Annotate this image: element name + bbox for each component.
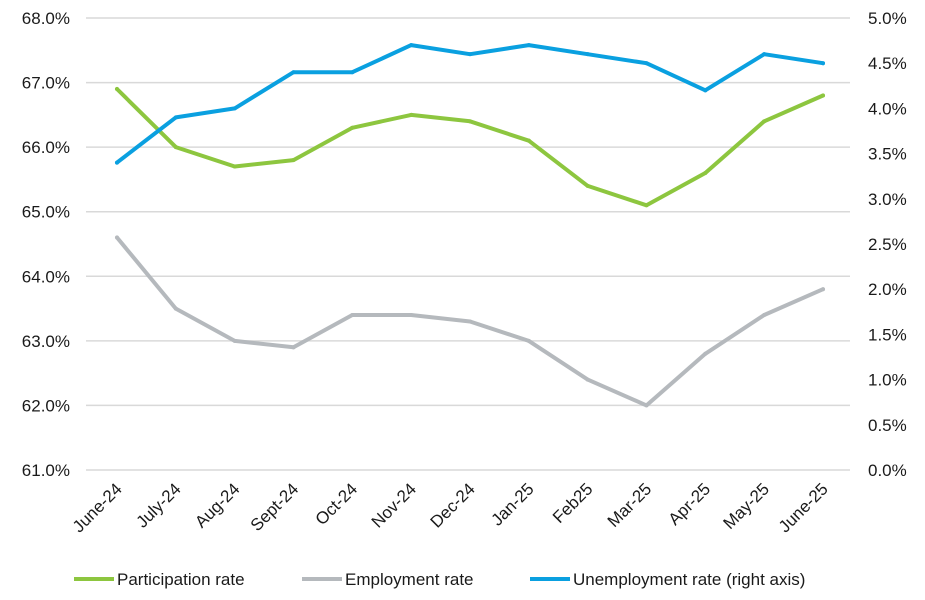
data-point [115,87,119,92]
legend-label: Employment rate [345,570,474,589]
data-point [173,145,178,150]
left-axis-tick-label: 61.0% [22,461,70,480]
right-axis-tick-label: 5.0% [868,9,907,28]
data-point [291,345,296,350]
data-point [409,43,414,48]
left-axis-tick-label: 68.0% [22,9,70,28]
data-point [173,115,178,120]
data-point [762,52,767,57]
data-point [821,287,825,292]
x-axis-tick-label: May-25 [719,479,773,533]
right-axis-tick-label: 1.0% [868,371,907,390]
data-point [115,160,119,165]
data-point [115,235,119,240]
data-point [409,112,414,117]
right-axis-tick-label: 0.5% [868,416,907,435]
data-point [350,313,355,318]
legend-label: Unemployment rate (right axis) [573,570,805,589]
data-point [291,70,296,75]
gridlines [86,17,850,471]
x-axis-ticks: June-24 July-24 Aug-24 Sept-24 Oct-24 Nov-24 D… [69,479,832,536]
right-axis-ticks: 0.0% 0.5% 1.0% 1.5% 2.0% 2.5% 3.0% 3.5% 4.0% 4.5%… [868,9,907,480]
data-point [291,158,296,163]
left-axis-tick-label: 65.0% [22,203,70,222]
left-axis-tick-label: 67.0% [22,74,70,93]
data-point [585,52,590,57]
data-point [644,203,649,208]
data-point [468,119,472,124]
data-point [350,70,355,75]
data-point [821,61,825,66]
right-axis-tick-label: 4.5% [868,54,907,73]
series-lines [115,43,825,408]
data-point [232,338,237,343]
x-axis-tick-label: July-24 [132,479,184,531]
data-point [526,338,531,343]
legend: Participation rate Employment rate Unemplo… [74,570,805,589]
data-point [173,306,178,311]
data-point [644,403,649,408]
right-axis-tick-label: 3.5% [868,145,907,164]
data-point [762,313,767,318]
right-axis-tick-label: 2.5% [868,235,907,254]
x-axis-tick-label: Sept-24 [247,479,303,535]
data-point [232,164,237,169]
legend-label: Participation rate [117,570,245,589]
data-point [585,183,590,188]
data-point [644,61,649,66]
right-axis-tick-label: 1.5% [868,325,907,344]
x-axis-tick-label: June-24 [69,479,126,536]
left-axis-ticks: 61.0% 62.0% 63.0% 64.0% 65.0% 66.0% 67.0% 68.0% [22,9,70,480]
x-axis-tick-label: Dec-24 [427,479,479,531]
data-point [703,351,708,356]
x-axis-tick-label: June-25 [775,479,832,536]
data-point [350,125,355,130]
right-axis-tick-label: 3.0% [868,190,907,209]
left-axis-tick-label: 62.0% [22,396,70,415]
data-point [762,119,767,124]
left-axis-tick-label: 66.0% [22,138,70,157]
data-point [526,138,531,143]
data-point [232,106,237,111]
series-line-3 [115,43,825,165]
data-point [703,88,708,93]
data-point [821,93,825,98]
data-point [468,319,472,324]
data-point [526,43,531,48]
x-axis-tick-label: Nov-24 [368,479,420,531]
x-axis-tick-label: Mar-25 [604,479,656,531]
right-axis-tick-label: 0.0% [868,461,907,480]
x-axis-tick-label: Aug-24 [191,479,243,531]
left-axis-tick-label: 63.0% [22,332,70,351]
data-point [468,52,472,57]
right-axis-tick-label: 2.0% [868,280,907,299]
x-axis-tick-label: Apr-25 [665,479,715,529]
data-point [585,377,590,382]
right-axis-tick-label: 4.0% [868,99,907,118]
x-axis-tick-label: Feb25 [549,479,597,527]
data-point [409,313,414,318]
left-axis-tick-label: 64.0% [22,267,70,286]
x-axis-tick-label: Jan-25 [487,479,537,529]
x-axis-tick-label: Oct-24 [312,479,362,529]
data-point [703,170,708,175]
